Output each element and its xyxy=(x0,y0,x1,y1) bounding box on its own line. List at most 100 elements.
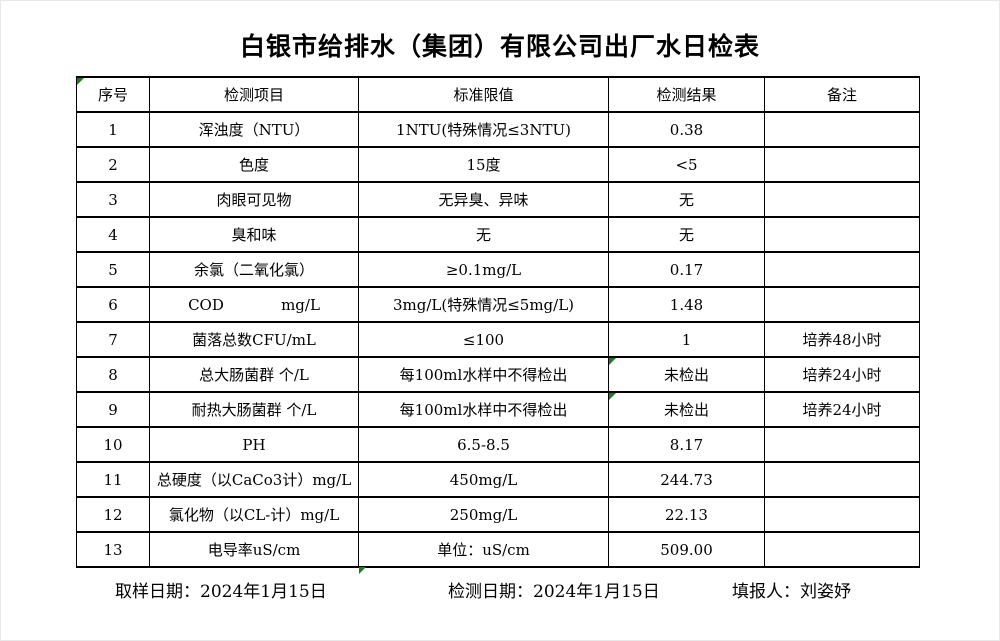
table-row: 10 PH 6.5-8.5 8.17 xyxy=(76,426,920,463)
table-row: 7 菌落总数CFU/mL ≤100 1 培养48小时 xyxy=(76,321,920,358)
cell-note xyxy=(764,426,920,463)
cell-seq: 5 xyxy=(76,251,150,288)
cell-seq: 9 xyxy=(76,391,150,428)
table-row: 3 肉眼可见物 无异臭、异味无 xyxy=(76,181,920,218)
header-row: 序号 检测项目 标准限值 检测结果 备注 xyxy=(76,76,920,113)
cell-seq: 6 xyxy=(76,286,150,323)
cell-seq: 3 xyxy=(76,181,150,218)
cell-result: 8.17 xyxy=(608,426,765,463)
cell-note xyxy=(764,111,920,148)
header-label: 序号 xyxy=(97,86,128,104)
cell-standard: 无 xyxy=(358,216,609,253)
table-row: 12 氯化物（以CL-计）mg/L 250mg/L 22.13 xyxy=(76,496,920,533)
cell-note xyxy=(764,531,920,568)
header-label: 备注 xyxy=(826,86,857,104)
sample-date-label: 取样日期： xyxy=(115,582,200,602)
cell-standard: 1NTU(特殊情况≤3NTU) xyxy=(358,111,609,148)
cell-note xyxy=(764,181,920,218)
cell-result: 0.17 xyxy=(608,251,765,288)
reporter-label: 填报人： xyxy=(732,582,800,602)
cell-result: 244.73 xyxy=(608,461,765,498)
cell-standard: 3mg/L(特殊情况≤5mg/L) xyxy=(358,286,609,323)
cell-seq: 7 xyxy=(76,321,150,358)
cell-seq: 11 xyxy=(76,461,150,498)
table-row: 1 浑浊度（NTU） 1NTU(特殊情况≤3NTU) 0.38 xyxy=(76,111,920,148)
cell-item: 臭和味 xyxy=(149,216,359,253)
cell-item: 电导率uS/cm xyxy=(149,531,359,568)
cell-note xyxy=(764,286,920,323)
cell-seq: 8 xyxy=(76,356,150,393)
table-row: 2 色度 15度 <5 xyxy=(76,146,920,183)
cell-item: 色度 xyxy=(149,146,359,183)
cell-note xyxy=(764,216,920,253)
header-note: 备注 xyxy=(764,76,920,113)
cell-result: 未检出 xyxy=(608,356,765,393)
header-label: 标准限值 xyxy=(453,86,514,104)
cell-item: COD mg/L xyxy=(149,286,359,323)
cell-standard: 450mg/L xyxy=(358,461,609,498)
cell-seq: 4 xyxy=(76,216,150,253)
reporter-value: 刘姿妤 xyxy=(800,582,851,602)
cell-result: 22.13 xyxy=(608,496,765,533)
cell-note xyxy=(764,496,920,533)
cell-item: 浑浊度（NTU） xyxy=(149,111,359,148)
header-seq: 序号 xyxy=(76,76,150,113)
cell-result: 未检出 xyxy=(608,391,765,428)
header-result: 检测结果 xyxy=(608,76,765,113)
cell-standard: 250mg/L xyxy=(358,496,609,533)
cell-item: 氯化物（以CL-计）mg/L xyxy=(149,496,359,533)
footer: 取样日期：2024年1月15日 检测日期：2024年1月15日 填报人：刘姿妤 xyxy=(76,566,919,611)
cell-seq: 1 xyxy=(76,111,150,148)
cell-item: 耐热大肠菌群 个/L xyxy=(149,391,359,428)
cell-standard: 15度 xyxy=(358,146,609,183)
test-date: 检测日期：2024年1月15日 xyxy=(448,577,660,602)
cell-seq: 2 xyxy=(76,146,150,183)
error-indicator-icon xyxy=(77,78,84,85)
table-row: 13 电导率uS/cm 单位：uS/cm 509.00 xyxy=(76,531,920,568)
cell-item: 肉眼可见物 xyxy=(149,181,359,218)
test-date-label: 检测日期： xyxy=(448,582,533,602)
cell-note xyxy=(764,461,920,498)
cell-result: 无 xyxy=(608,216,765,253)
table-body: 1 浑浊度（NTU） 1NTU(特殊情况≤3NTU) 0.38 2 色度 15度 <5 3 肉眼可… xyxy=(76,111,920,568)
cell-item: 总硬度（以CaCo3计）mg/L xyxy=(149,461,359,498)
cell-note xyxy=(764,251,920,288)
cell-standard: ≤100 xyxy=(358,321,609,358)
cell-standard: 每100ml水样中不得检出 xyxy=(358,391,609,428)
cell-note: 培养48小时 xyxy=(764,321,920,358)
cell-result: 无 xyxy=(608,181,765,218)
cell-result: <5 xyxy=(608,146,765,183)
header-label: 检测结果 xyxy=(656,86,717,104)
header-standard: 标准限值 xyxy=(358,76,609,113)
header-label: 检测项目 xyxy=(223,86,284,104)
cell-item: 总大肠菌群 个/L xyxy=(149,356,359,393)
test-date-value: 2024年1月15日 xyxy=(533,582,660,602)
cell-note: 培养24小时 xyxy=(764,356,920,393)
sample-date: 取样日期：2024年1月15日 xyxy=(115,577,327,602)
sample-date-value: 2024年1月15日 xyxy=(200,582,327,602)
error-indicator-icon xyxy=(609,393,616,400)
error-indicator-icon xyxy=(609,358,616,365)
table-row: 4 臭和味无无 xyxy=(76,216,920,253)
table-row: 6 COD mg/L 3mg/L(特殊情况≤5mg/L) 1.48 xyxy=(76,286,920,323)
cell-item: 菌落总数CFU/mL xyxy=(149,321,359,358)
inspection-table: 序号 检测项目 标准限值 检测结果 备注 1 浑浊度（NTU） 1NTU(特殊情况≤… xyxy=(76,76,920,568)
header-item: 检测项目 xyxy=(149,76,359,113)
table-row: 5 余氯（二氧化氯） ≥0.1mg/L 0.17 xyxy=(76,251,920,288)
error-indicator-icon xyxy=(359,567,366,574)
table-row: 11 总硬度（以CaCo3计）mg/L 450mg/L 244.73 xyxy=(76,461,920,498)
cell-item: 余氯（二氧化氯） xyxy=(149,251,359,288)
table-row: 9 耐热大肠菌群 个/L 每100ml水样中不得检出 未检出 培养24小时 xyxy=(76,391,920,428)
table-row: 8 总大肠菌群 个/L 每100ml水样中不得检出 未检出 培养24小时 xyxy=(76,356,920,393)
cell-standard: 6.5-8.5 xyxy=(358,426,609,463)
cell-standard: 每100ml水样中不得检出 xyxy=(358,356,609,393)
cell-standard: ≥0.1mg/L xyxy=(358,251,609,288)
page-title: 白银市给排水（集团）有限公司出厂水日检表 xyxy=(239,32,760,61)
cell-note xyxy=(764,146,920,183)
cell-seq: 13 xyxy=(76,531,150,568)
cell-seq: 12 xyxy=(76,496,150,533)
cell-result: 1 xyxy=(608,321,765,358)
reporter: 填报人：刘姿妤 xyxy=(732,577,851,602)
cell-standard: 无异臭、异味 xyxy=(358,181,609,218)
